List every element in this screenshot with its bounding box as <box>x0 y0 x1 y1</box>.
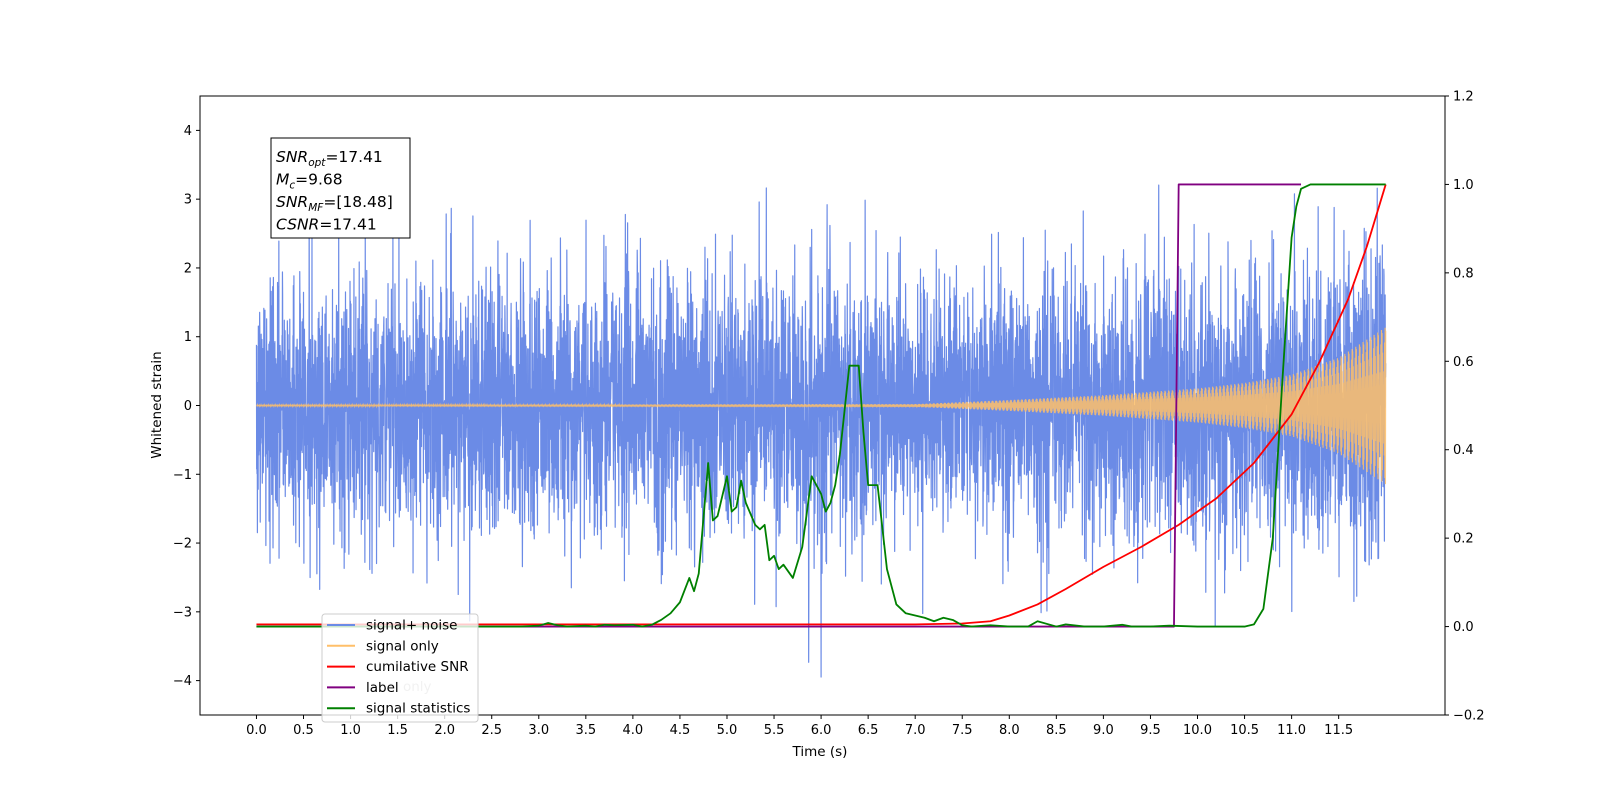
x-tick-label: 8.0 <box>999 723 1020 738</box>
annotation-subscript: opt <box>308 157 326 169</box>
x-tick-label: 0.5 <box>293 723 314 738</box>
x-tick-label: 3.5 <box>575 723 596 738</box>
y2-tick-label: 0.0 <box>1453 620 1474 635</box>
legend-label: signal only <box>366 638 439 654</box>
x-tick-label: 10.5 <box>1230 723 1259 738</box>
annotation-symbol: SNR <box>276 148 308 166</box>
y-tick-label: 4 <box>184 124 192 139</box>
x-tick-label: 0.0 <box>246 723 267 738</box>
y-tick-label: 2 <box>184 261 192 276</box>
annotation-symbol: M <box>276 171 289 189</box>
legend-label: signal statistics <box>366 701 470 717</box>
y-axis-right: 1.2 1.0 0.8 0.6 0.4 0.2 0.0 −0.2 <box>1445 90 1485 724</box>
annotation-line: SNRMF=[18.48] <box>276 193 393 214</box>
annotation-line: SNRopt=17.41 <box>276 148 383 169</box>
y2-tick-label: 1.0 <box>1453 178 1474 193</box>
y2-tick-label: 0.6 <box>1453 355 1474 370</box>
annotation-value: =[18.48] <box>323 193 392 211</box>
annotation-box: SNRopt=17.41Mc=9.68SNRMF=[18.48]CSNR=17.… <box>270 137 411 239</box>
legend-label: label <box>366 680 399 696</box>
x-tick-label: 4.0 <box>623 723 644 738</box>
legend-label: signal+ noise <box>366 618 457 634</box>
series-signal-noise <box>255 184 1387 678</box>
annotation-value: =17.41 <box>319 216 376 234</box>
series-signal-only <box>256 327 1387 485</box>
series-cumulative-snr <box>256 184 1387 626</box>
y2-tick-label: 0.2 <box>1453 532 1474 547</box>
x-tick-label: 11.0 <box>1277 723 1306 738</box>
x-tick-label: 8.5 <box>1046 723 1067 738</box>
x-tick-label: 3.0 <box>528 723 549 738</box>
x-tick-label: 11.5 <box>1324 723 1353 738</box>
annotation-frame <box>270 137 411 239</box>
annotation-subscript: MF <box>308 202 324 214</box>
y-tick-label: 3 <box>184 193 192 208</box>
y2-tick-label: −0.2 <box>1453 709 1485 724</box>
x-tick-label: 5.0 <box>717 723 738 738</box>
legend-label: cumilative SNR <box>366 659 469 675</box>
x-tick-label: 7.5 <box>952 723 973 738</box>
x-axis: 0.0 0.5 1.0 1.5 2.0 2.5 3.0 3.5 4.0 4.5 5.0 5.5 6.0 6… <box>246 715 1353 738</box>
y-axis-left: 4 3 2 1 0 −1 −2 −3 −4 <box>173 124 200 689</box>
y-tick-label: −2 <box>173 537 192 552</box>
y-tick-label: 0 <box>184 399 192 414</box>
y2-tick-label: 0.4 <box>1453 443 1474 458</box>
x-tick-label: 2.5 <box>481 723 502 738</box>
series-signal-statistics <box>256 183 1386 628</box>
series-label <box>256 183 1302 628</box>
x-tick-label: 2.0 <box>434 723 455 738</box>
y-tick-label: 1 <box>184 330 192 345</box>
series-layer <box>255 183 1387 678</box>
x-tick-label: 5.5 <box>764 723 785 738</box>
x-tick-label: 6.0 <box>811 723 832 738</box>
x-tick-label: 7.0 <box>905 723 926 738</box>
annotation-line: CSNR=17.41 <box>276 216 377 234</box>
x-tick-label: 1.0 <box>340 723 361 738</box>
x-tick-label: 9.5 <box>1140 723 1161 738</box>
annotation-value: =17.41 <box>325 148 382 166</box>
x-tick-label: 1.5 <box>387 723 408 738</box>
y-tick-label: −4 <box>173 674 192 689</box>
annotation-symbol: SNR <box>276 193 308 211</box>
legend-frame <box>321 613 479 723</box>
annotation-line: Mc=9.68 <box>276 171 343 192</box>
y2-tick-label: 1.2 <box>1453 90 1474 105</box>
y-tick-label: −3 <box>173 605 192 620</box>
annotation-subscript: c <box>289 180 295 192</box>
y-tick-label: −1 <box>173 468 192 483</box>
x-tick-label: 9.0 <box>1093 723 1114 738</box>
y2-tick-label: 0.8 <box>1453 266 1474 281</box>
x-axis-label: Time (s) <box>792 744 848 760</box>
x-tick-label: 10.0 <box>1183 723 1212 738</box>
x-tick-label: 6.5 <box>858 723 879 738</box>
annotation-symbol: CSNR <box>276 216 319 234</box>
x-tick-label: 4.5 <box>670 723 691 738</box>
annotation-value: =9.68 <box>295 171 343 189</box>
y-axis-label: Whitened strain <box>149 351 165 458</box>
